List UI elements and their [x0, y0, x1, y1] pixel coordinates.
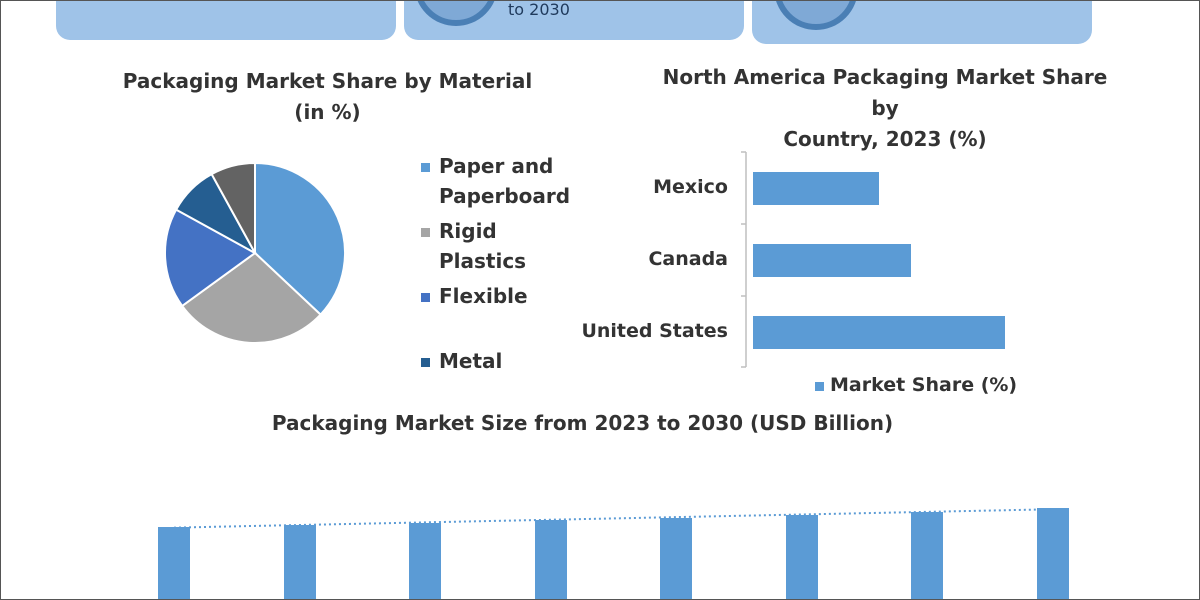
country-bar-mexico [753, 172, 879, 205]
market-size-bar-2030 [1036, 508, 1069, 600]
pie-chart-title-line1: Packaging Market Share by Material [122, 69, 533, 93]
header-card-2: to 2030 [404, 0, 744, 40]
market-size-trendline-line [173, 508, 1053, 529]
market-size-bar-2026 [534, 520, 567, 600]
country-chart-title-line2: Country, 2023 (%) [783, 127, 987, 151]
market-size-bar-2029 [911, 511, 943, 600]
pie-chart-title-line2: (in %) [294, 100, 361, 124]
pie-chart-title: Packaging Market Share by Material (in %… [100, 66, 555, 128]
pie-slice-other [210, 161, 256, 254]
country-label-canada: Canada [648, 248, 728, 270]
country-chart-title-line1: North America Packaging Market Share by [662, 65, 1108, 120]
country-legend-label: Market Share (%) [830, 374, 1018, 396]
legend-swatch-metal [421, 358, 430, 367]
header-card-3 [752, 0, 1092, 44]
market-size-bar-2025 [409, 522, 441, 600]
header-card-2-text: to 2030 [508, 0, 570, 19]
country-label-mexico: Mexico [653, 176, 728, 198]
legend-swatch-paper [421, 163, 430, 172]
legend-label-flexible: Flexible [439, 284, 528, 308]
country-legend-swatch [815, 382, 824, 391]
legend-label-rigid: Rigid Plastics [439, 219, 527, 273]
pie-slice-flexible [164, 208, 257, 308]
legend-swatch-rigid [421, 228, 430, 237]
legend-label-paper-line1: Paper and [439, 154, 554, 178]
pie-slice-rigid-plastics [180, 251, 323, 344]
market-size-bar-2027 [660, 517, 692, 600]
legend-label-paper: Paper and Paperboard [439, 151, 589, 211]
header-card-1 [56, 0, 396, 40]
market-size-bar-2028 [785, 514, 818, 600]
market-size-chart-title: Packaging Market Size from 2023 to 2030 … [271, 411, 894, 435]
legend-swatch-flexible [421, 293, 430, 302]
country-chart-title: North America Packaging Market Share by … [655, 62, 1115, 155]
pie-slice-paper [254, 161, 346, 317]
country-label-united-states: United States [581, 320, 728, 342]
country-bar-canada [753, 244, 911, 277]
market-size-bar-2023 [158, 526, 190, 600]
market-size-bar-2024 [283, 524, 316, 600]
legend-label-paper-line2: Paperboard [439, 184, 571, 208]
country-bar-united-states [753, 316, 1005, 349]
legend-label-metal: Metal [439, 349, 503, 373]
